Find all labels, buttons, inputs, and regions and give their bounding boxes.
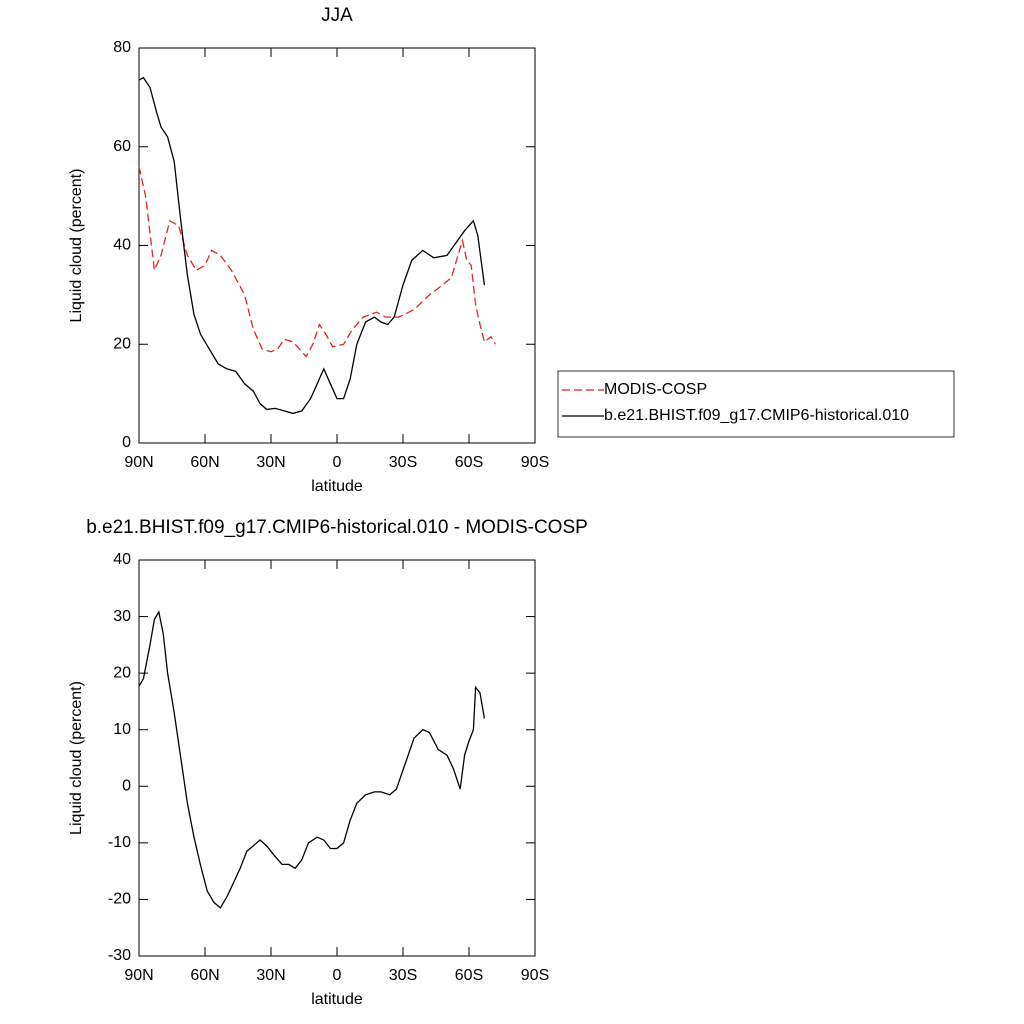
y-tick-label: -30	[108, 947, 131, 964]
y-tick-label: 40	[113, 237, 131, 254]
y-tick-label: 20	[113, 664, 131, 681]
x-tick-label: 30S	[389, 454, 417, 471]
y-tick-label: 30	[113, 608, 131, 625]
y-tick-label: 80	[113, 39, 131, 56]
x-tick-label: 0	[333, 967, 342, 984]
y-axis-label: Liquid cloud (percent)	[68, 169, 85, 323]
x-tick-label: 60N	[190, 967, 219, 984]
data-line	[138, 610, 486, 909]
y-tick-label: 40	[113, 551, 131, 568]
x-tick-label: 90S	[521, 454, 549, 471]
x-tick-label: 30N	[256, 454, 285, 471]
x-tick-label: 60S	[455, 454, 483, 471]
data-line	[138, 76, 486, 415]
x-tick-label: 30N	[256, 967, 285, 984]
legend-box	[557, 370, 955, 438]
x-axis-label: latitude	[311, 991, 363, 1008]
data-line	[138, 166, 496, 358]
y-tick-label: -10	[108, 834, 131, 851]
x-axis-label: latitude	[311, 478, 363, 495]
chart-title: JJA	[321, 5, 353, 26]
y-tick-label: 10	[113, 721, 131, 738]
plot-frame	[138, 47, 536, 444]
legend-label: MODIS-COSP	[604, 381, 707, 398]
plot-frame	[138, 559, 536, 957]
y-axis-label: Liquid cloud (percent)	[68, 681, 85, 835]
x-tick-label: 60N	[190, 454, 219, 471]
x-tick-label: 90N	[124, 454, 153, 471]
legend-label: b.e21.BHIST.f09_g17.CMIP6-historical.010	[604, 407, 909, 424]
x-tick-label: 0	[333, 454, 342, 471]
y-tick-label: 0	[122, 778, 131, 795]
y-tick-label: 20	[113, 335, 131, 352]
x-tick-label: 60S	[455, 967, 483, 984]
y-tick-label: -20	[108, 891, 131, 908]
x-tick-label: 90S	[521, 967, 549, 984]
y-tick-label: 60	[113, 138, 131, 155]
chart-title: b.e21.BHIST.f09_g17.CMIP6-historical.010…	[86, 517, 588, 538]
x-tick-label: 90N	[124, 967, 153, 984]
y-tick-label: 0	[122, 434, 131, 451]
x-tick-label: 30S	[389, 967, 417, 984]
